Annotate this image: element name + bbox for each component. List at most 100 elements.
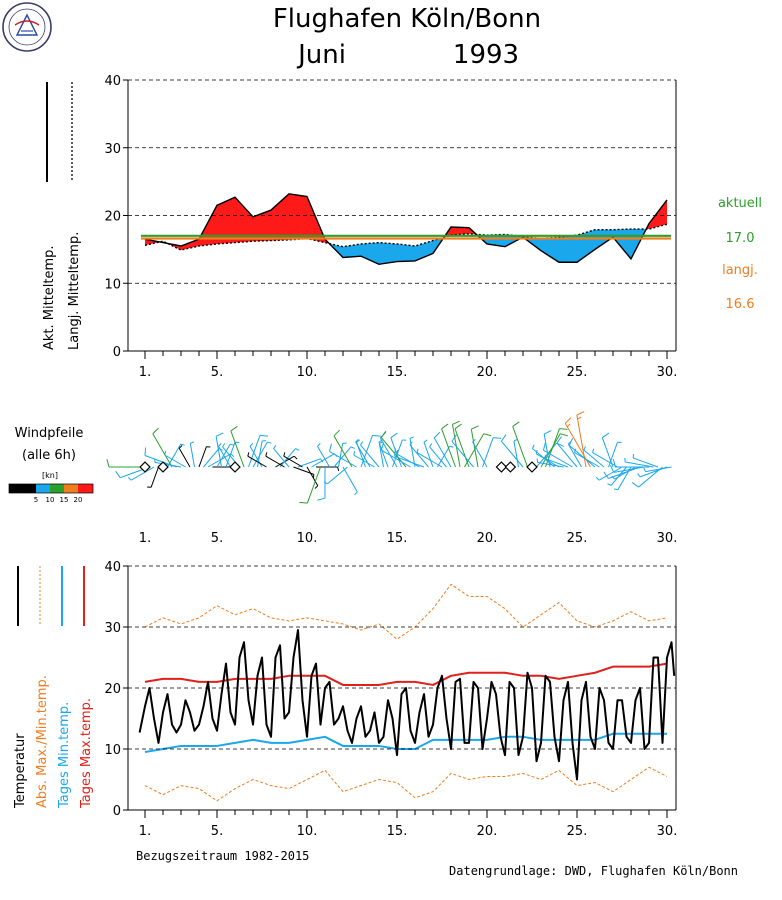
mean-temp-xtick-label: 5. bbox=[211, 365, 223, 380]
temperature-xtick-label: 1. bbox=[139, 824, 151, 839]
wind-barb-shaft bbox=[423, 442, 434, 468]
wind-barb-shaft bbox=[203, 448, 220, 468]
wind-barb-feather bbox=[512, 421, 520, 427]
mean-temp-ytick-label: 20 bbox=[104, 210, 121, 225]
wind-scale-tick: 15 bbox=[60, 496, 69, 504]
legend-min-label: Tages Min.temp. bbox=[57, 702, 72, 809]
wind-barb bbox=[353, 451, 375, 468]
wind-barb-feather bbox=[559, 428, 568, 430]
wind-barb bbox=[535, 449, 560, 468]
wind-barb-feather bbox=[535, 449, 538, 454]
wind-barb-shaft bbox=[513, 440, 519, 468]
wind-barb-shaft bbox=[409, 444, 429, 468]
warmer-area bbox=[253, 210, 271, 242]
wind-barb-shaft bbox=[360, 444, 380, 468]
wind-barb-feather bbox=[353, 451, 356, 456]
calm-wind-marker bbox=[495, 461, 508, 473]
wind-barb bbox=[154, 458, 182, 468]
wind-barb-shaft bbox=[317, 445, 330, 468]
wind-barb-feather bbox=[273, 445, 277, 449]
wind-barb-feather bbox=[583, 446, 586, 451]
wind-barb bbox=[482, 437, 502, 468]
wind-barb bbox=[568, 437, 596, 468]
wind-barb-feather bbox=[577, 416, 582, 420]
wind-barb bbox=[544, 454, 569, 468]
wind-barb-feather bbox=[513, 438, 518, 442]
wind-scale-swatch bbox=[78, 484, 93, 493]
wind-barb-feather bbox=[609, 464, 615, 473]
wind-barb-feather bbox=[613, 488, 618, 491]
wind-barb-shaft bbox=[164, 454, 186, 468]
wind-barb bbox=[396, 449, 420, 468]
wind-barb-feather bbox=[350, 446, 355, 449]
wind-barb bbox=[297, 458, 324, 468]
wind-barb-feather bbox=[247, 452, 250, 457]
wind-barb-shaft bbox=[392, 439, 403, 468]
wind-barb bbox=[556, 436, 578, 468]
abs-min-series bbox=[144, 766, 668, 802]
wind-barb-feather bbox=[230, 443, 235, 446]
wind-barb-shaft bbox=[265, 455, 285, 468]
wind-barb-shaft bbox=[225, 442, 236, 468]
mean-temp-xtick-label: 30. bbox=[657, 365, 678, 380]
warmer-area bbox=[235, 197, 253, 243]
wind-barb bbox=[152, 427, 173, 468]
wind-barb-feather bbox=[566, 423, 571, 428]
wind-barb-shaft bbox=[338, 443, 344, 468]
wind-scale-swatch bbox=[64, 484, 78, 493]
wind-scale-tick: 20 bbox=[74, 496, 83, 504]
wind-barb-shaft bbox=[556, 442, 578, 468]
wind-barb bbox=[198, 446, 211, 468]
wind-barb-shaft bbox=[433, 437, 452, 468]
wind-barb bbox=[106, 459, 145, 468]
colder-area bbox=[397, 243, 415, 262]
temperature-xtick-label: 30. bbox=[657, 824, 678, 839]
wind-barb-feather bbox=[317, 443, 321, 447]
wind-subtitle: (alle 6h) bbox=[22, 448, 76, 463]
wind-barb-shaft bbox=[333, 446, 352, 468]
wind-barb-feather bbox=[323, 481, 328, 485]
mean-temperature-chart: 0 10 20 30 40 1. 5. 10. 15. 20. 25. 30. bbox=[104, 74, 677, 380]
wind-barb-shaft bbox=[576, 414, 587, 468]
wind-barb-feather bbox=[337, 466, 340, 471]
wind-barb bbox=[333, 446, 355, 468]
mean-temp-xtick-label: 15. bbox=[387, 365, 408, 380]
wind-barb-shaft bbox=[247, 455, 267, 468]
wind-barb bbox=[433, 431, 452, 468]
wind-barb-feather bbox=[106, 459, 110, 468]
wind-barb-shaft bbox=[545, 458, 569, 468]
wind-barb bbox=[283, 452, 303, 468]
wind-barb-shaft bbox=[333, 435, 353, 468]
mean-temp-xtick-label: 25. bbox=[567, 365, 588, 380]
wind-barb-shaft bbox=[501, 440, 524, 468]
wind-barb-feather bbox=[380, 442, 384, 451]
wind-barb bbox=[215, 432, 224, 468]
wind-barb-shaft bbox=[150, 466, 159, 488]
wind-barb-feather bbox=[500, 434, 507, 442]
wind-barb-feather bbox=[631, 482, 639, 488]
colder-area bbox=[361, 242, 379, 265]
temperature-series bbox=[138, 629, 676, 781]
wind-xtick-label: 20. bbox=[477, 531, 498, 546]
wind-scale-swatch bbox=[36, 484, 50, 493]
wind-barb-shaft bbox=[567, 443, 582, 468]
wind-barb bbox=[342, 466, 358, 496]
wind-barb-shaft bbox=[279, 448, 296, 468]
wind-barb-feather bbox=[293, 455, 298, 460]
wind-barb bbox=[409, 441, 429, 468]
wind-barb bbox=[441, 423, 456, 468]
wind-barb-shaft bbox=[464, 433, 485, 468]
mean-temp-xtick-label: 20. bbox=[477, 365, 498, 380]
wind-barb-shaft bbox=[535, 453, 560, 468]
colder-area bbox=[613, 229, 631, 259]
wind-barb-shaft bbox=[215, 436, 222, 468]
wind-barb-feather bbox=[423, 439, 428, 443]
mean-temp-legend: Akt. Mitteltemp. Langj. Mitteltemp. bbox=[42, 82, 82, 350]
wind-barb-shaft bbox=[207, 453, 232, 468]
wind-barb bbox=[247, 452, 267, 468]
wind-barb bbox=[265, 452, 285, 468]
mean-temp-ytick-label: 10 bbox=[104, 277, 121, 292]
wind-barb bbox=[248, 434, 269, 468]
wind-barb bbox=[643, 466, 672, 473]
wind-barb bbox=[513, 438, 519, 468]
